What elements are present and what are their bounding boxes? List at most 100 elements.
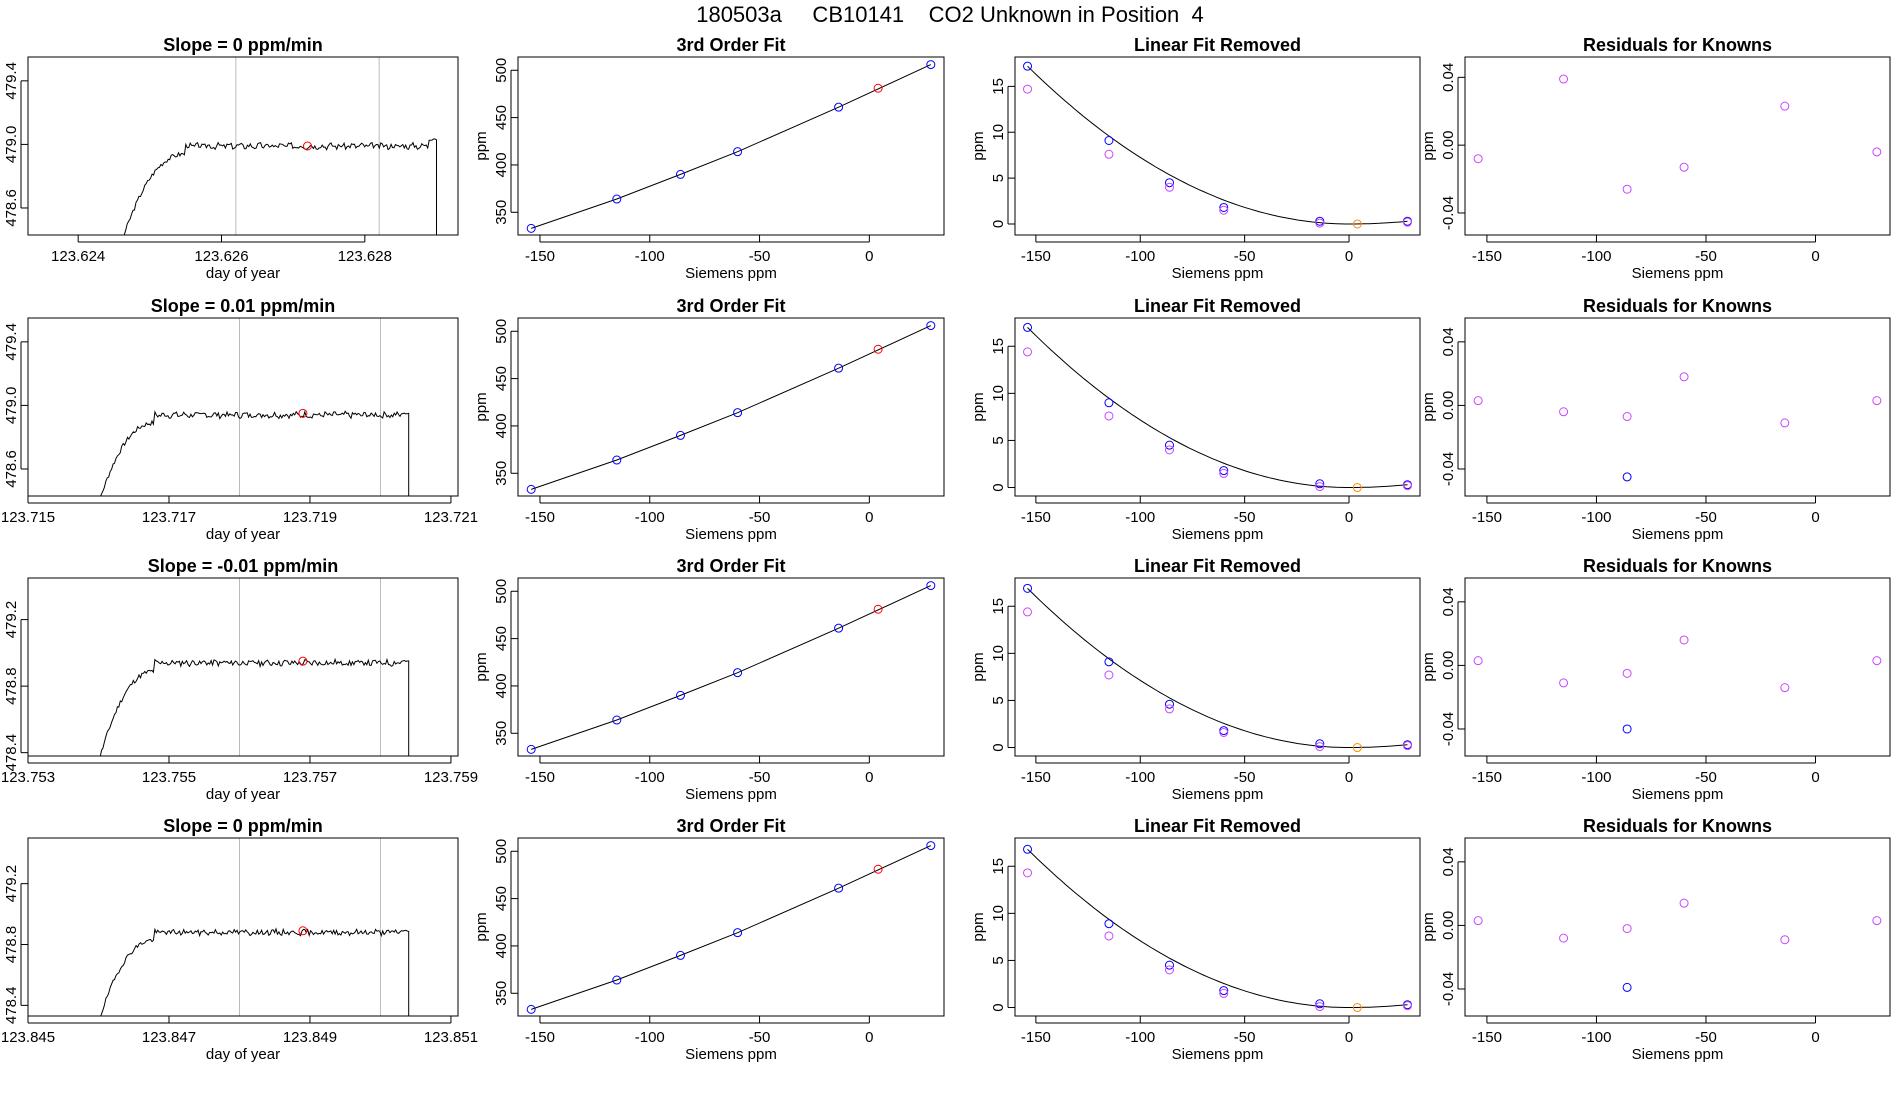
x-axis-label: Siemens ppm (685, 1046, 777, 1063)
data-point (1473, 656, 1483, 666)
x-tick-label: 123.624 (51, 248, 105, 265)
y-tick-label: -0.04 (1440, 196, 1457, 230)
y-tick-label: 0.00 (1440, 911, 1457, 940)
plot-frame (27, 56, 459, 236)
y-tick-label: 0 (990, 743, 1007, 751)
data-point (873, 604, 883, 614)
x-tick-label: 123.851 (424, 1029, 478, 1046)
x-tick-label: 123.628 (338, 248, 392, 265)
data-point (1219, 202, 1229, 212)
panel-title: Linear Fit Removed (1134, 35, 1301, 55)
y-tick-label: 479.4 (3, 62, 20, 100)
panel-1-3: Linear Fit Removed -150 -100 -50 0 0 5 10 15 Siem… (970, 35, 1421, 282)
data-point (1023, 322, 1033, 332)
data-point (1622, 982, 1632, 992)
x-axis-label: Siemens ppm (1172, 1046, 1264, 1063)
x-tick-label: -100 (635, 509, 665, 526)
y-tick-label: 350 (493, 200, 510, 225)
x-axis-label: Siemens ppm (1632, 526, 1724, 543)
data-point (1559, 74, 1569, 84)
x-tick-label: 0 (865, 509, 873, 526)
x-axis-label: day of year (206, 786, 280, 803)
x-tick-label: -50 (1695, 1029, 1717, 1046)
plot-frame (1014, 317, 1421, 497)
plot-frame (27, 837, 459, 1017)
y-tick-label: 10 (990, 124, 1007, 141)
data-point (1164, 704, 1174, 714)
x-axis-label: Siemens ppm (1632, 1046, 1724, 1063)
x-tick-label: 0 (1345, 1029, 1353, 1046)
data-point (1164, 960, 1174, 970)
panel-4-1: Slope = 0 ppm/min 123.845 123.847 123.849 12… (1, 816, 478, 1063)
y-tick-label: 350 (493, 461, 510, 486)
y-tick-label: 0.00 (1440, 651, 1457, 680)
x-tick-label: -100 (1581, 1029, 1611, 1046)
x-tick-label: 123.757 (283, 769, 337, 786)
data-point (834, 102, 844, 112)
data-point (1872, 656, 1882, 666)
x-tick-label: -50 (1695, 248, 1717, 265)
data-point (1104, 670, 1114, 680)
y-axis-label: ppm (1420, 912, 1437, 941)
data-point (733, 147, 743, 157)
x-tick-label: -100 (635, 248, 665, 265)
data-point (1679, 898, 1689, 908)
mean-point (298, 656, 308, 666)
data-point (1780, 935, 1790, 945)
x-tick-label: -100 (1581, 509, 1611, 526)
x-tick-label: 123.715 (1, 509, 55, 526)
panel-title: Residuals for Knowns (1583, 816, 1772, 836)
data-point (1315, 999, 1325, 1009)
panel-2-2: 3rd Order Fit -150 -100 -50 0 350 400 450 500 Sie… (473, 296, 945, 543)
x-tick-label: -50 (1234, 248, 1256, 265)
y-axis-label: ppm (1420, 131, 1437, 160)
y-tick-label: 479.2 (3, 601, 20, 639)
data-point (675, 950, 685, 960)
plot-frame (517, 577, 945, 757)
x-tick-label: 123.759 (424, 769, 478, 786)
fit-line (531, 64, 932, 229)
y-tick-label: 478.4 (3, 734, 20, 772)
data-point (1559, 407, 1569, 417)
panel-title: Slope = 0 ppm/min (163, 816, 323, 836)
data-point (1315, 216, 1325, 226)
y-tick-label: 479.2 (3, 865, 20, 903)
mean-point (298, 926, 308, 936)
mean-point (303, 141, 312, 151)
plot-frame (27, 577, 459, 757)
fit-line (531, 845, 932, 1010)
plot-frame (1014, 837, 1421, 1017)
data-point (926, 60, 936, 70)
y-tick-label: 0.04 (1440, 63, 1457, 92)
plot-frame (1464, 56, 1891, 236)
x-tick-label: -150 (525, 509, 555, 526)
y-tick-label: 0 (990, 483, 1007, 491)
y-axis-label: ppm (1420, 652, 1437, 681)
data-point (1402, 1001, 1412, 1011)
data-point (1622, 924, 1632, 934)
data-point (1219, 726, 1229, 736)
y-tick-label: 0 (990, 1003, 1007, 1011)
data-point (526, 223, 536, 233)
data-point (1104, 411, 1114, 421)
y-axis-label: ppm (473, 131, 490, 160)
data-point (1402, 741, 1412, 751)
data-point (926, 581, 936, 591)
x-tick-label: 0 (865, 248, 873, 265)
y-axis-label: ppm (473, 652, 490, 681)
y-tick-label: 478.6 (3, 450, 20, 488)
x-axis-label: Siemens ppm (1172, 526, 1264, 543)
plot-frame (517, 317, 945, 497)
data-point (675, 690, 685, 700)
y-tick-label: 400 (493, 152, 510, 177)
data-point (1104, 398, 1114, 408)
data-point (834, 363, 844, 373)
y-tick-label: 5 (990, 956, 1007, 964)
x-tick-label: -150 (1021, 248, 1051, 265)
data-point (1104, 135, 1114, 145)
x-tick-label: -150 (1472, 509, 1502, 526)
y-tick-label: 479.0 (3, 126, 20, 164)
data-point (873, 864, 883, 874)
data-point (1164, 699, 1174, 709)
